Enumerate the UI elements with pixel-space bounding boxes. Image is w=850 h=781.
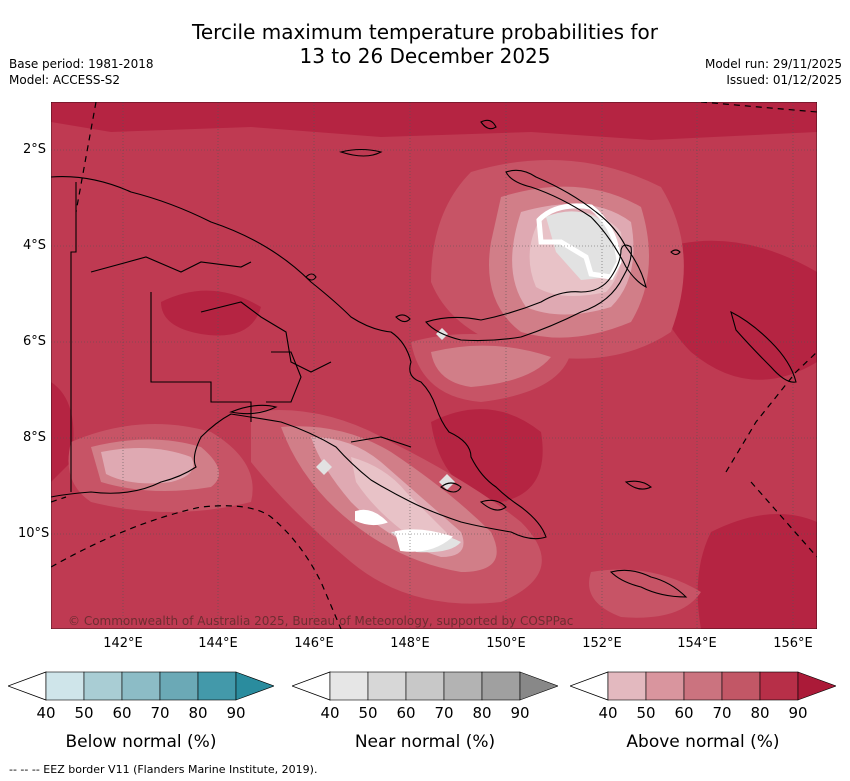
- eez-borders: [51, 102, 817, 629]
- issued-date: Issued: 01/12/2025: [726, 73, 842, 87]
- tick: 60: [396, 704, 416, 722]
- colorbar-segment: [121, 671, 161, 701]
- model-info: Base period: 1981-2018 Model: ACCESS-S2: [9, 56, 154, 88]
- probability-map[interactable]: [51, 102, 817, 629]
- legend-below-title: Below normal (%): [65, 732, 217, 752]
- colorbar-segment: [481, 671, 521, 701]
- colorbar-near-ticks: 40 50 60 70 80 90: [292, 704, 558, 724]
- graticule: [51, 102, 817, 629]
- colorbar-segment: [683, 671, 723, 701]
- tick: 80: [750, 704, 770, 722]
- run-info: Model run: 29/11/2025 Issued: 01/12/2025: [705, 56, 842, 88]
- lon-tick-148e: 148°E: [390, 636, 430, 651]
- tick: 60: [112, 704, 132, 722]
- legend-above-normal: 40 50 60 70 80 90 Above normal (%): [570, 668, 836, 752]
- colorbar-segment: [329, 671, 369, 701]
- tick: 60: [674, 704, 694, 722]
- tick: 90: [510, 704, 530, 722]
- lon-tick-142e: 142°E: [103, 636, 143, 651]
- lat-tick-10s: 10°S: [18, 526, 50, 541]
- lon-tick-156e: 156°E: [773, 636, 813, 651]
- tick: 40: [36, 704, 56, 722]
- tick: 80: [188, 704, 208, 722]
- colorbar-segment: [607, 671, 647, 701]
- lon-tick-152e: 152°E: [582, 636, 622, 651]
- tick: 40: [320, 704, 340, 722]
- tick: 50: [74, 704, 94, 722]
- colorbar-extend-arrow: [235, 671, 274, 701]
- lat-tick-6s: 6°S: [22, 334, 46, 349]
- legend-near-normal: 40 50 60 70 80 90 Near normal (%): [292, 668, 558, 752]
- tick: 40: [598, 704, 618, 722]
- colorbar-segment: [159, 671, 199, 701]
- eez-footnote: -- -- -- EEZ border V11 (Flanders Marine…: [9, 763, 318, 776]
- lon-tick-144e: 144°E: [198, 636, 238, 651]
- colorbar-segment: [45, 671, 85, 701]
- tick: 70: [434, 704, 454, 722]
- colorbar-segment: [405, 671, 445, 701]
- model-run-date: Model run: 29/11/2025: [704, 57, 842, 71]
- tick: 90: [788, 704, 808, 722]
- copyright-notice: © Commonwealth of Australia 2025, Bureau…: [68, 614, 574, 628]
- colorbar-segment: [83, 671, 123, 701]
- model-name: Model: ACCESS-S2: [9, 73, 121, 87]
- legend-below-normal: 40 50 60 70 80 90 Below normal (%): [8, 668, 274, 752]
- colorbar-segment: [197, 671, 237, 701]
- base-period: Base period: 1981-2018: [9, 57, 154, 71]
- colorbar-near: [292, 671, 558, 701]
- above-80-zones: [51, 102, 817, 629]
- legend-above-title: Above normal (%): [626, 732, 780, 752]
- colorbar-above-ticks: 40 50 60 70 80 90: [570, 704, 836, 724]
- tick: 50: [636, 704, 656, 722]
- lon-tick-154e: 154°E: [677, 636, 717, 651]
- coastlines: [51, 119, 797, 598]
- tick: 70: [150, 704, 170, 722]
- tick: 50: [358, 704, 378, 722]
- lat-tick-4s: 4°S: [22, 238, 46, 253]
- colorbar-segment: [443, 671, 483, 701]
- lat-tick-2s: 2°S: [22, 142, 46, 157]
- tick: 70: [712, 704, 732, 722]
- colorbar-segment: [759, 671, 799, 701]
- title-line-2: 13 to 26 December 2025: [299, 44, 551, 68]
- tick: 90: [226, 704, 246, 722]
- legend-near-title: Near normal (%): [354, 732, 496, 752]
- colorbar-segment: [721, 671, 761, 701]
- map-title: Tercile maximum temperature probabilitie…: [0, 20, 850, 68]
- lat-tick-8s: 8°S: [22, 430, 46, 445]
- white-patches: [355, 203, 622, 552]
- lon-tick-146e: 146°E: [294, 636, 334, 651]
- lon-tick-150e: 150°E: [486, 636, 526, 651]
- title-line-1: Tercile maximum temperature probabilitie…: [192, 20, 658, 44]
- colorbar-below-ticks: 40 50 60 70 80 90: [8, 704, 274, 724]
- colorbar-above: [570, 671, 836, 701]
- colorbar-segment: [367, 671, 407, 701]
- tick: 80: [472, 704, 492, 722]
- colorbar-extend-arrow: [519, 671, 558, 701]
- colorbar-below: [8, 671, 274, 701]
- colorbar-segment: [645, 671, 685, 701]
- colorbar-extend-arrow: [797, 671, 836, 701]
